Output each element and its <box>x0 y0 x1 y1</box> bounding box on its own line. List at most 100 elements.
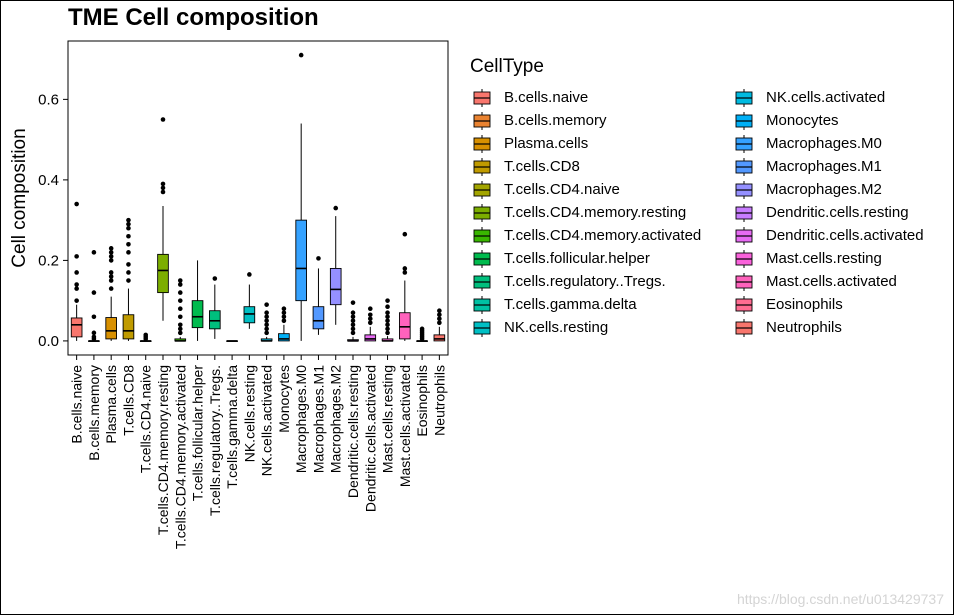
legend-key <box>473 158 491 176</box>
box-outlier <box>385 318 390 324</box>
box-outlier <box>74 298 79 303</box>
box-outlier <box>160 117 166 122</box>
box-outlier <box>126 233 131 239</box>
x-tick-label: B.cells.memory <box>86 365 102 461</box>
box-outlier <box>247 272 252 277</box>
box-outlier <box>385 330 390 336</box>
legend-key <box>473 319 491 337</box>
legend-label: T.cells.follicular.helper <box>504 250 650 267</box>
box-b-cells-memory <box>88 250 100 342</box>
box-t-cells-cd8 <box>122 217 135 341</box>
box-outlier <box>177 314 183 320</box>
box-outlier <box>126 278 131 283</box>
legend-label: T.cells.regulatory..Tregs. <box>504 273 666 290</box>
box-dendritic-cells-activated <box>364 306 377 342</box>
x-tick-label: NK.cells.activated <box>259 365 275 476</box>
box-outlier <box>160 181 166 187</box>
box-body <box>209 310 221 330</box>
box-body <box>433 334 446 342</box>
box-outlier <box>126 250 131 255</box>
y-tick-label: 0.2 <box>38 252 59 269</box>
box-t-cells-cd4-memory-activated <box>174 278 187 342</box>
box-outlier <box>74 201 79 207</box>
box-outlier <box>264 318 269 324</box>
box-body <box>295 219 307 302</box>
box-outlier <box>350 330 356 336</box>
box-outlier <box>367 312 373 318</box>
box-body <box>243 306 256 324</box>
box-outlier <box>264 314 269 320</box>
legend-label: T.cells.gamma.delta <box>504 296 637 313</box>
box-plasma-cells <box>105 246 117 341</box>
legend-label: Monocytes <box>766 112 839 129</box>
box-t-cells-follicular-helper <box>191 260 204 341</box>
legend-label: T.cells.CD4.memory.resting <box>504 204 687 221</box>
legend-label: T.cells.CD4.naive <box>504 181 620 198</box>
legend-key <box>735 273 753 291</box>
box-body <box>364 334 377 342</box>
box-outlier <box>212 276 218 281</box>
x-tick-label: Macrophages.M1 <box>310 365 326 473</box>
legend-label: Macrophages.M2 <box>766 181 882 198</box>
box-outlier <box>74 282 79 287</box>
box-nk-cells-activated <box>260 302 273 342</box>
legend-label: Plasma.cells <box>504 135 589 152</box>
box-outlier <box>281 310 287 316</box>
x-tick-label: B.cells.naive <box>69 365 85 444</box>
box-outlier <box>437 316 442 322</box>
box-body <box>105 317 117 340</box>
legend-key <box>735 319 753 337</box>
y-tick-label: 0.4 <box>38 172 59 189</box>
box-outlier <box>91 290 97 295</box>
legend-label: Mast.cells.resting <box>766 250 882 267</box>
box-outlier <box>91 250 97 255</box>
box-outlier <box>385 310 390 316</box>
legend-key <box>473 296 491 314</box>
legend-key <box>735 158 753 176</box>
box-outlier <box>350 310 356 316</box>
box-outlier <box>264 302 269 307</box>
box-macrophages-m1 <box>312 256 325 335</box>
x-tick-label: T.cells.CD4.memory.resting <box>155 365 171 535</box>
box-b-cells-naive <box>70 201 83 341</box>
legend-label: B.cells.naive <box>504 89 589 106</box>
box-outlier <box>177 306 183 312</box>
box-outlier <box>177 322 183 328</box>
box-body <box>399 312 411 340</box>
y-axis-title: Cell composition <box>9 128 30 267</box>
box-outlier <box>108 254 114 259</box>
box-outlier <box>385 298 390 303</box>
box-macrophages-m2 <box>329 205 342 325</box>
box-outlier <box>385 322 390 328</box>
x-tick-label: T.cells.CD4.naive <box>138 365 154 473</box>
box-outlier <box>126 221 131 227</box>
x-tick-label: Neutrophils <box>431 365 447 436</box>
box-eosinophils <box>416 326 428 342</box>
legend-label: B.cells.memory <box>504 112 607 129</box>
box-mast-cells-activated <box>399 231 411 341</box>
box-outlier <box>108 278 114 283</box>
box-outlier <box>350 300 356 305</box>
box-body <box>70 317 83 338</box>
box-outlier <box>108 250 114 255</box>
legend-label: Dendritic.cells.resting <box>766 204 909 221</box>
legend-key <box>735 204 753 222</box>
box-outlier <box>437 308 442 314</box>
box-outlier <box>160 185 166 191</box>
legend-label: Eosinophils <box>766 296 843 313</box>
legend-key <box>735 135 753 153</box>
legend-key <box>473 204 491 222</box>
box-body <box>157 253 169 294</box>
box-outlier <box>126 217 131 223</box>
x-tick-label: T.cells.regulatory..Tregs. <box>207 365 223 516</box>
box-outlier <box>91 330 97 336</box>
box-outlier <box>385 314 390 320</box>
box-outlier <box>367 320 373 326</box>
x-tick-label: Dendritic.cells.resting <box>345 365 361 498</box>
x-tick-label: Plasma.cells <box>103 365 119 444</box>
box-outlier <box>143 332 149 338</box>
box-outlier <box>437 320 442 326</box>
chart-title: TME Cell composition <box>68 4 319 31</box>
x-tick-label: T.cells.CD8 <box>120 365 136 436</box>
box-outlier <box>316 256 321 261</box>
